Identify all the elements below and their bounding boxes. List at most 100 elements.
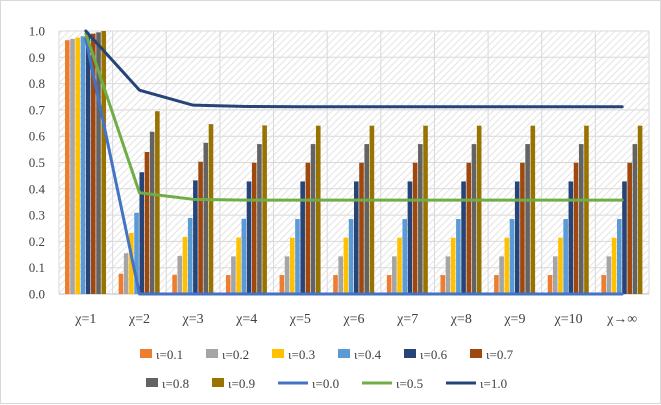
y-tick-label: 0.5	[29, 155, 45, 170]
bar-0.1	[118, 273, 124, 294]
legend-swatch	[338, 349, 350, 358]
bar-0.1	[333, 275, 338, 294]
bar-0.7	[573, 162, 579, 294]
bar-0.6	[246, 181, 252, 294]
bar-0.7	[91, 33, 96, 294]
bar-0.4	[456, 219, 461, 294]
bar-0.7	[144, 151, 150, 294]
legend-label: ι=1.0	[480, 376, 507, 391]
bar-0.7	[198, 161, 203, 294]
bar-0.6	[407, 181, 413, 294]
x-category-label: χ=5	[289, 312, 311, 327]
bar-0.6	[85, 34, 91, 294]
y-tick-label: 1.0	[29, 24, 45, 39]
bar-0.4	[134, 212, 139, 294]
y-tick-label: 0.2	[29, 234, 45, 249]
legend-swatch	[212, 378, 224, 387]
bar-0.8	[471, 144, 477, 294]
x-category-label: χ=8	[450, 312, 472, 327]
bar-0.7	[251, 162, 257, 294]
legend-label: ι=0.6	[420, 347, 448, 362]
bar-0.3	[504, 237, 510, 294]
legend-label: ι=0.8	[162, 376, 189, 391]
bar-0.9	[637, 125, 643, 295]
legend-label: ι=0.1	[156, 347, 183, 362]
bar-0.2	[552, 256, 558, 294]
bar-0.7	[627, 162, 632, 294]
bar-0.1	[279, 275, 285, 294]
x-category-label: χ=2	[128, 312, 150, 327]
bar-0.4	[563, 219, 568, 294]
bar-0.4	[509, 219, 515, 294]
legend-label: ι=0.7	[486, 347, 514, 362]
legend-label: ι=0.3	[288, 347, 315, 362]
bar-0.9	[262, 125, 267, 295]
bar-0.8	[525, 144, 530, 294]
bar-0.1	[386, 275, 392, 294]
legend-label: ι=0.4	[354, 347, 382, 362]
legend-swatch	[206, 349, 218, 358]
bar-0.2	[231, 256, 236, 294]
bar-0.2	[499, 256, 504, 294]
line-1.0	[84, 29, 624, 109]
bar-0.8	[257, 144, 262, 294]
x-category-label: χ=9	[503, 312, 525, 327]
bar-0.9	[530, 125, 536, 295]
bar-0.2	[392, 256, 397, 294]
x-category-label: χ=1	[74, 312, 96, 327]
bar-0.2	[284, 256, 290, 294]
legend-label: ι=0.5	[396, 376, 423, 391]
y-tick-label: 0.6	[29, 129, 46, 144]
bar-0.8	[578, 144, 584, 294]
bar-0.4	[241, 218, 247, 294]
legend-label: ι=0.0	[312, 376, 339, 391]
bar-0.4	[616, 219, 622, 294]
bar-0.6	[622, 181, 627, 294]
bar-0.1	[65, 40, 70, 294]
bar-0.6	[354, 181, 359, 294]
bar-0.3	[289, 237, 295, 294]
bar-0.3	[236, 237, 241, 294]
bar-0.8	[149, 131, 155, 294]
legend-label: ι=0.9	[228, 376, 255, 391]
bar-0.9	[208, 124, 214, 295]
x-category-label: χ→∞	[606, 312, 637, 327]
bar-0.4	[187, 217, 193, 294]
bar-0.2	[70, 38, 75, 294]
bar-0.4	[348, 219, 354, 294]
bar-0.9	[584, 125, 589, 295]
y-axis-tick-labels: 0.0 0.1 0.2 0.3 0.4 0.5 0.6 0.7 0.8 0.9 1.0	[29, 24, 46, 302]
bar-0.7	[466, 162, 472, 294]
bar-0.8	[203, 142, 209, 294]
bar-0.3	[397, 237, 402, 294]
bar-0.2	[445, 256, 451, 294]
x-category-label: χ=7	[396, 312, 418, 327]
bar-0.2	[177, 255, 183, 294]
y-tick-label: 0.8	[29, 76, 45, 91]
bar-0.4	[80, 36, 86, 294]
legend-swatch	[272, 349, 284, 358]
bar-0.8	[418, 144, 423, 294]
bar-0.3	[450, 237, 456, 294]
bar-0.7	[520, 162, 525, 294]
legend-swatch	[404, 349, 416, 358]
bar-series-group	[65, 31, 643, 295]
bar-0.1	[547, 275, 553, 294]
y-tick-label: 0.1	[29, 260, 45, 275]
bar-0.6	[514, 181, 520, 294]
bar-0.6	[300, 181, 305, 294]
bar-0.1	[601, 275, 606, 294]
bar-0.9	[101, 31, 107, 294]
x-category-label: χ=4	[235, 312, 257, 327]
legend: ι=0.1 ι=0.2 ι=0.3 ι=0.4 ι=0.6 ι=0.7 ι=0.8 ι=0.9…	[140, 347, 514, 391]
bar-0.2	[123, 253, 129, 294]
x-category-label: χ=10	[553, 312, 582, 327]
y-tick-label: 0.3	[29, 208, 45, 223]
bar-0.1	[225, 275, 231, 294]
y-tick-label: 0.0	[29, 287, 45, 302]
bar-0.7	[412, 162, 418, 294]
legend-swatch	[140, 349, 152, 358]
bar-0.6	[568, 181, 574, 294]
line-0.0	[84, 37, 624, 296]
x-axis-category-labels: χ=1 χ=2 χ=3 χ=4 χ=5 χ=6 χ=7 χ=8 χ=9 χ=10 χ→∞	[74, 312, 637, 327]
